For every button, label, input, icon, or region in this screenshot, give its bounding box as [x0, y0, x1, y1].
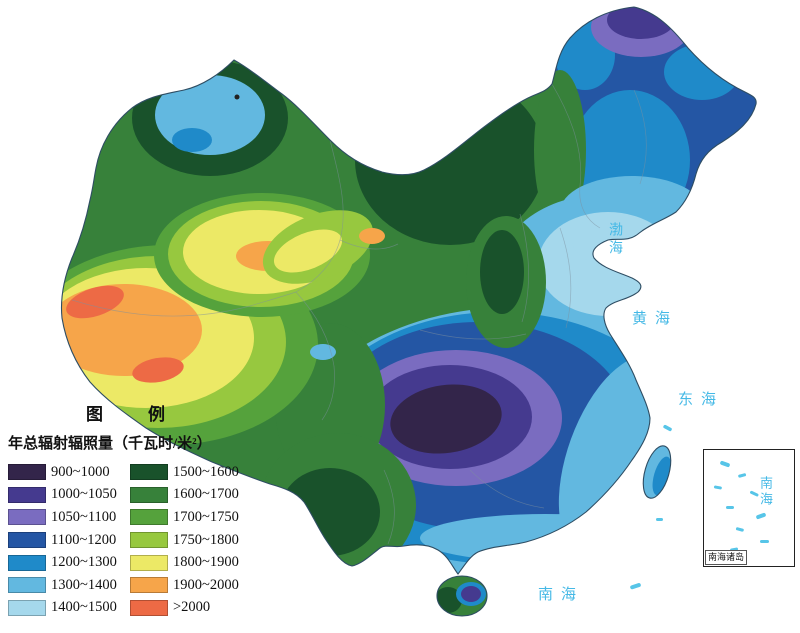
island-dash	[750, 490, 759, 497]
island-dash	[713, 485, 722, 490]
sea-label-south-china-sea: 南海	[538, 587, 585, 603]
hexi-yellow-band	[273, 229, 343, 273]
legend-swatch	[130, 509, 168, 526]
small-islands	[630, 424, 672, 590]
island-dash	[760, 540, 769, 543]
legend-label: 1900~2000	[173, 576, 239, 593]
legend-item: 1300~1400	[8, 574, 126, 597]
city-marker	[234, 94, 240, 100]
island-dash	[735, 527, 744, 532]
taiwan-outline	[642, 445, 672, 499]
legend-item: 1400~1500	[8, 597, 126, 620]
legend-label: 1000~1050	[51, 486, 117, 503]
legend-label: 1500~1600	[173, 463, 239, 480]
legend-label: 1750~1800	[173, 531, 239, 548]
legend-label: 1400~1500	[51, 599, 117, 616]
island-dash	[738, 473, 747, 478]
legend-item: 1100~1200	[8, 529, 126, 552]
legend-label: 1050~1100	[51, 508, 117, 525]
legend-item: 1050~1100	[8, 506, 126, 529]
legend-item: 1800~1900	[130, 551, 278, 574]
sichuan-low-radiation-core	[390, 384, 502, 454]
inset-sea-label: 南海	[758, 476, 773, 508]
island-dash	[720, 460, 730, 468]
legend-item: 900~1000	[8, 461, 126, 484]
tibet-red-spot-south	[132, 357, 184, 383]
island-dash	[756, 512, 766, 520]
legend-label: 1100~1200	[51, 531, 117, 548]
legend-item: 1750~1800	[130, 529, 278, 552]
south-china-sea-inset: 南海 南海诸岛	[703, 449, 795, 567]
island-dash	[663, 424, 672, 432]
legend-label: 1600~1700	[173, 486, 239, 503]
hainan-purple-core	[461, 586, 481, 602]
northeast-green-band	[534, 70, 586, 230]
legend-label: 1700~1750	[173, 508, 239, 525]
legend-label: 1800~1900	[173, 554, 239, 571]
legend-label: 1300~1400	[51, 576, 117, 593]
legend-swatch	[130, 532, 168, 549]
legend-item: 1000~1050	[8, 484, 126, 507]
sea-label-east-china-sea: 东海	[678, 392, 725, 408]
ningxia-orange-spot	[359, 228, 385, 244]
legend-swatch	[8, 599, 46, 616]
legend-swatch	[8, 554, 46, 571]
legend-swatch	[130, 486, 168, 503]
northeast-blue-zone-east	[664, 44, 740, 100]
hainan-island	[437, 576, 487, 616]
legend-grid: 900~1000 1000~1050 1050~1100 1100~1200 1…	[8, 461, 278, 619]
island-dash	[656, 518, 663, 521]
legend-swatch	[8, 509, 46, 526]
south-coast-light-blue-strip	[420, 514, 670, 562]
legend-swatch	[130, 599, 168, 616]
legend-item: 1700~1750	[130, 506, 278, 529]
inset-islands-svg	[713, 460, 769, 552]
junggar-blue-spot	[172, 128, 212, 152]
legend-item: 1200~1300	[8, 551, 126, 574]
mohe-purple-core	[607, 7, 675, 39]
island-dash	[726, 506, 734, 509]
legend: 图 例 年总辐射辐照量（千瓦时/米²） 900~1000 1000~1050 1…	[8, 400, 278, 619]
legend-swatch	[8, 577, 46, 594]
inset-caption: 南海诸岛	[705, 550, 748, 565]
mainland-outline	[60, 6, 757, 575]
sea-label-bohai: 渤海	[607, 222, 622, 258]
legend-swatch	[8, 486, 46, 503]
shaanxi-dark-green-core	[480, 230, 524, 314]
sea-label-yellow-sea: 黄海	[632, 311, 679, 327]
island-dash	[630, 583, 641, 590]
legend-swatch	[8, 464, 46, 481]
inset-island-dashes	[713, 460, 769, 552]
legend-swatch	[130, 464, 168, 481]
legend-subtitle: 年总辐射辐照量（千瓦时/米²）	[8, 436, 212, 452]
legend-item: >2000	[130, 597, 278, 620]
legend-swatch	[130, 554, 168, 571]
taiwan-island	[638, 442, 676, 502]
legend-label: >2000	[173, 599, 211, 616]
yunnan-dark-green-core	[280, 468, 380, 556]
legend-swatch	[130, 577, 168, 594]
province-boundaries	[71, 83, 647, 545]
legend-item: 1900~2000	[130, 574, 278, 597]
legend-label: 900~1000	[51, 463, 110, 480]
legend-item: 1500~1600	[130, 461, 278, 484]
tibet-red-spot-north	[66, 285, 124, 319]
hainan-outline	[436, 575, 488, 617]
legend-title: 图 例	[86, 405, 179, 424]
legend-label: 1200~1300	[51, 554, 117, 571]
legend-swatch	[8, 532, 46, 549]
legend-item: 1600~1700	[130, 484, 278, 507]
